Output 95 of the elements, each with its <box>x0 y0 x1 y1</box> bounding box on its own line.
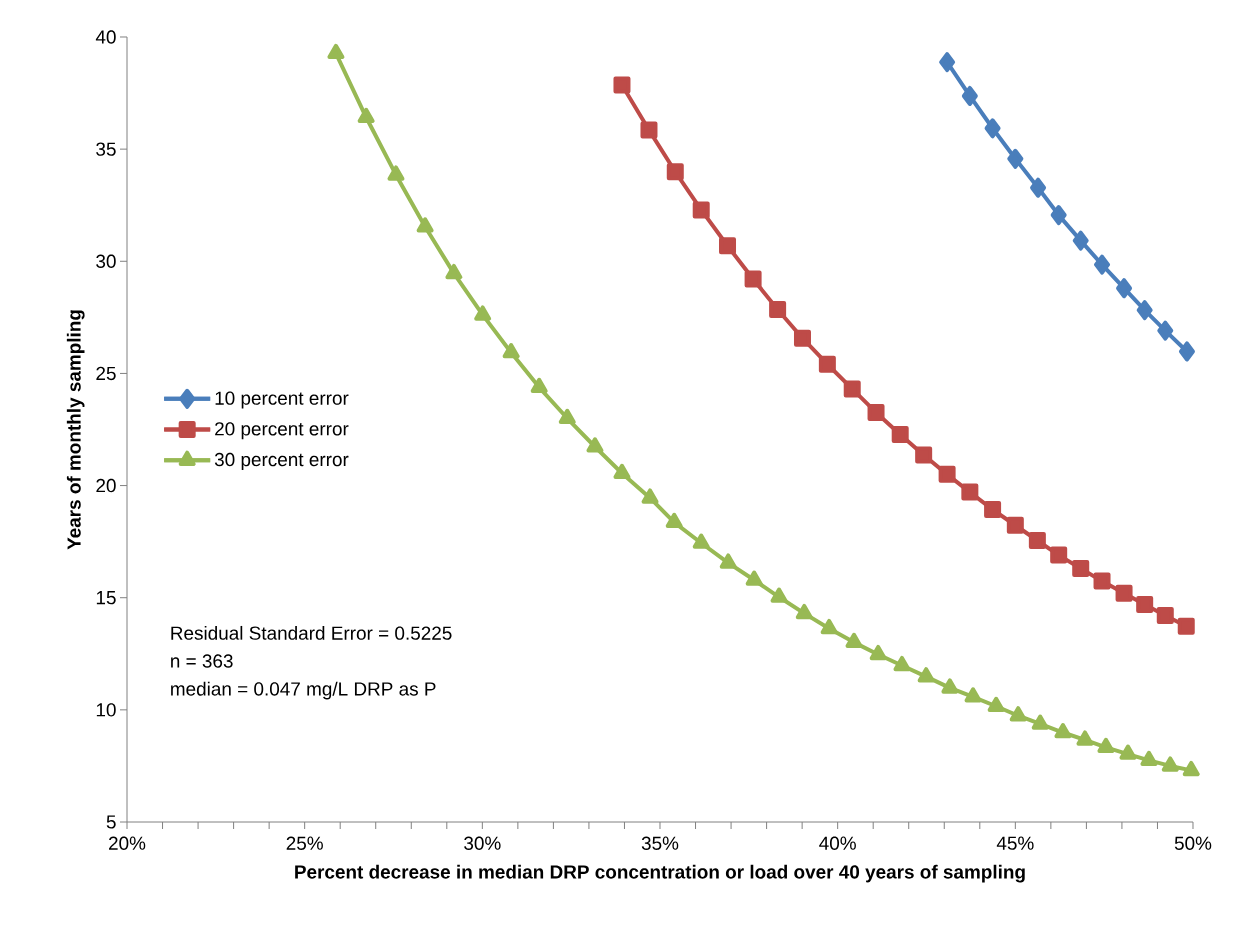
point <box>744 270 762 288</box>
point <box>745 570 763 586</box>
y-tick-label: 30 <box>96 254 116 268</box>
point <box>915 446 933 464</box>
point <box>1072 230 1089 251</box>
point <box>1054 723 1072 739</box>
point <box>845 632 863 649</box>
annotation: n = 363 <box>171 654 233 668</box>
point <box>1076 730 1094 746</box>
point <box>938 465 956 483</box>
annotation: Residual Standard Error = 0.5225 <box>171 625 452 640</box>
point <box>474 305 492 321</box>
y-tick-label: 10 <box>96 703 116 717</box>
point <box>387 165 405 181</box>
point <box>820 618 838 635</box>
point <box>843 380 861 398</box>
point <box>666 163 684 181</box>
point <box>770 587 788 603</box>
point <box>1050 546 1068 564</box>
point <box>1006 516 1024 534</box>
point <box>613 76 631 94</box>
point <box>961 483 979 501</box>
point <box>1009 706 1027 722</box>
point <box>1007 148 1024 169</box>
point <box>1177 617 1195 635</box>
x-tick-label: 50% <box>1174 836 1212 850</box>
y-tick-label: 25 <box>96 366 116 381</box>
point <box>917 667 935 683</box>
point <box>1178 341 1195 362</box>
point <box>793 329 811 347</box>
point <box>987 696 1005 713</box>
y-tick-label: 40 <box>95 30 116 44</box>
point <box>1050 205 1067 226</box>
point <box>692 533 710 549</box>
y-tick-label: 35 <box>96 142 116 156</box>
point <box>1030 177 1047 198</box>
point <box>1136 300 1153 321</box>
point <box>869 644 887 661</box>
point <box>1140 750 1158 767</box>
point <box>502 343 520 359</box>
point <box>327 43 345 60</box>
x-tick-label: 40% <box>819 836 856 850</box>
y-tick-label: 15 <box>96 591 116 605</box>
legend-label: 20 percent error <box>215 422 349 440</box>
point <box>1119 744 1137 760</box>
point <box>984 118 1001 139</box>
point <box>665 512 683 529</box>
point <box>416 217 434 233</box>
point <box>1182 760 1200 777</box>
point <box>1097 737 1115 754</box>
legend-label: 10 percent error <box>215 391 349 409</box>
point <box>1094 254 1111 275</box>
point <box>719 553 737 569</box>
point <box>795 603 813 620</box>
legend-label: 30 percent error <box>214 452 349 470</box>
annotation: median = 0.047 mg/L DRP as P <box>171 681 436 700</box>
point <box>1115 584 1133 602</box>
point <box>692 201 710 219</box>
point <box>1028 532 1046 550</box>
point <box>641 488 659 504</box>
point <box>613 463 631 479</box>
y-tick-label: 5 <box>106 815 116 829</box>
y-axis-title: Years of monthly sampling <box>66 310 85 550</box>
point <box>445 263 463 280</box>
point <box>1093 572 1111 590</box>
y-tick-label: 20 <box>96 478 116 493</box>
x-axis-title: Percent decrease in median DRP concentration or load over 40 years of sampling <box>295 864 1025 883</box>
x-tick-label: 20% <box>109 836 146 850</box>
x-tick-label: 35% <box>641 836 679 850</box>
point <box>1031 714 1049 730</box>
point <box>939 52 956 73</box>
x-tick-label: 30% <box>464 836 501 850</box>
x-tick-label: 45% <box>996 836 1034 850</box>
point <box>1116 278 1133 299</box>
point <box>1161 756 1179 772</box>
point <box>357 107 375 124</box>
point <box>941 678 959 694</box>
point <box>719 237 737 255</box>
point <box>818 355 836 373</box>
point <box>530 377 548 394</box>
point <box>961 85 978 106</box>
point <box>891 425 909 443</box>
point <box>867 403 885 421</box>
point <box>984 501 1002 519</box>
x-tick-label: 25% <box>286 836 323 850</box>
point <box>586 437 604 453</box>
point <box>964 687 982 703</box>
point <box>1156 606 1174 624</box>
point <box>1136 595 1154 613</box>
point <box>640 121 658 139</box>
point <box>893 655 911 672</box>
point <box>1072 560 1090 578</box>
point <box>1157 320 1174 341</box>
point <box>769 301 787 318</box>
point <box>558 408 576 425</box>
